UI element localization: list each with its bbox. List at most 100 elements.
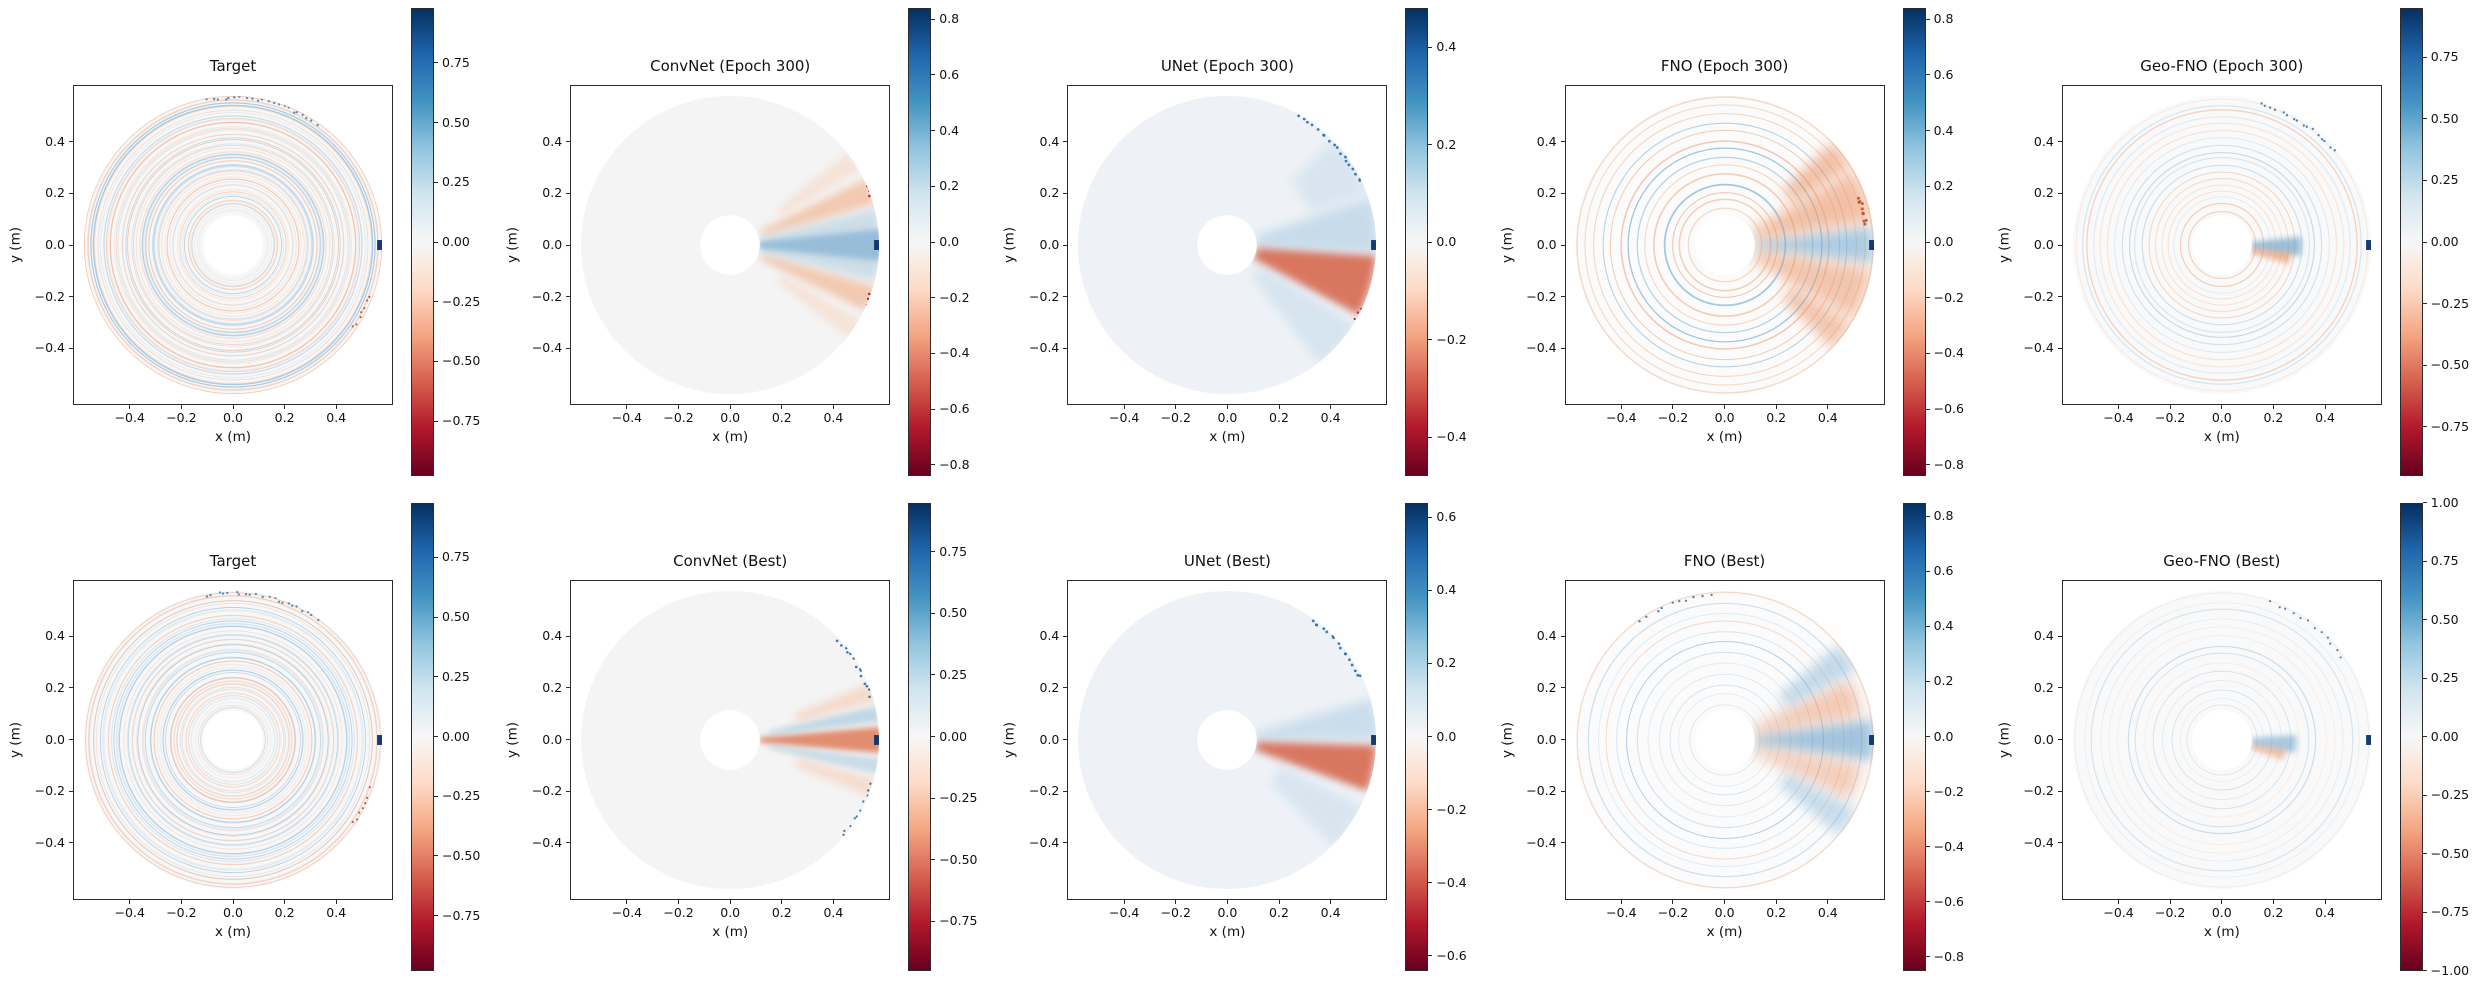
x-tick-label: −0.4 xyxy=(114,904,145,920)
colorbar-tick-label: 0.4 xyxy=(939,122,960,138)
colorbar-tick-mark xyxy=(931,352,936,354)
colorbar-tick-mark xyxy=(434,855,438,857)
colorbar-tick-label: −0.50 xyxy=(939,851,978,867)
x-tick-label: −0.4 xyxy=(2103,904,2134,920)
colorbar-tick-mark xyxy=(1925,241,1930,243)
heatmap-image xyxy=(571,86,890,404)
x-tick-label: 0.2 xyxy=(1766,410,1787,425)
x-axis-label: x (m) xyxy=(1209,429,1246,445)
colorbar-tick-mark xyxy=(931,74,936,76)
y-tick-label: 0.0 xyxy=(2033,731,2054,747)
colorbar-tick-label: 0.6 xyxy=(1933,563,1954,579)
y-tick-label: 0.0 xyxy=(542,236,563,252)
colorbar-tick-mark xyxy=(1925,625,1930,627)
x-tick-label: 0.2 xyxy=(2263,410,2284,425)
colorbar-tick-mark xyxy=(2422,911,2427,913)
x-tick-mark xyxy=(180,899,182,904)
colorbar-tick-mark xyxy=(931,551,936,553)
x-axis-label: x (m) xyxy=(1706,429,1743,445)
y-tick-label: −0.4 xyxy=(1526,834,1557,850)
colorbar-tick-label: 0.25 xyxy=(2430,669,2459,685)
colorbar-tick-mark xyxy=(2422,970,2427,971)
colorbar-tick-mark xyxy=(1428,241,1433,243)
colorbar-tick-label: 0.75 xyxy=(939,543,968,559)
y-tick-label: −0.2 xyxy=(34,782,65,798)
colorbar-tick-label: −0.25 xyxy=(939,789,978,805)
colorbar-tick-label: 0.00 xyxy=(2430,728,2459,744)
colorbar-tick-mark xyxy=(1428,589,1433,591)
colorbar-tick-mark xyxy=(2422,56,2427,58)
x-tick-mark xyxy=(1175,899,1177,904)
colorbar-tick-label: −0.6 xyxy=(1933,893,1964,909)
x-tick-mark xyxy=(2169,899,2171,904)
x-axis-label: x (m) xyxy=(1706,923,1743,940)
x-tick-label: 0.2 xyxy=(274,410,295,425)
x-tick-label: 0.2 xyxy=(1269,904,1289,920)
y-tick-mark xyxy=(69,790,73,792)
x-tick-label: −0.2 xyxy=(166,410,197,425)
x-tick-label: 0.4 xyxy=(1817,904,1838,920)
colorbar-tick-label: −0.2 xyxy=(1933,289,1964,305)
subplot-panel: Target 0.4 0.2 0.0 −0.2 −0.4 −0.4 −0.2 0.0 0.2 0.4… xyxy=(0,495,497,989)
colorbar-tick-label: 0.00 xyxy=(2430,233,2459,249)
x-tick-mark xyxy=(1226,899,1228,904)
colorbar-tick-mark xyxy=(2422,502,2427,503)
colorbar-tick-label: −0.6 xyxy=(1436,947,1467,963)
colorbar-tick-mark xyxy=(434,616,438,618)
x-tick-label: −0.2 xyxy=(2154,904,2186,920)
y-tick-label: 0.2 xyxy=(1039,185,1060,201)
colorbar-tick-label: 0.25 xyxy=(939,666,968,682)
x-tick-mark xyxy=(678,899,680,904)
colorbar xyxy=(411,502,434,971)
x-axis-label: x (m) xyxy=(1209,923,1246,940)
y-tick-mark xyxy=(69,842,73,844)
y-tick-label: −0.2 xyxy=(1526,782,1557,798)
y-tick-label: 0.2 xyxy=(1536,185,1557,201)
x-tick-mark xyxy=(781,899,783,904)
x-tick-mark xyxy=(2221,405,2223,409)
y-tick-mark xyxy=(69,141,73,143)
colorbar xyxy=(1405,8,1429,476)
x-tick-mark xyxy=(284,899,286,904)
colorbar-tick-mark xyxy=(1428,882,1433,884)
y-tick-mark xyxy=(2057,739,2062,740)
colorbar-tick-label: −0.75 xyxy=(442,412,481,428)
x-tick-mark xyxy=(1175,405,1177,409)
axes-box xyxy=(1564,85,1885,405)
colorbar-tick-mark xyxy=(1925,515,1930,517)
colorbar-tick-label: −0.2 xyxy=(939,289,970,305)
y-tick-mark xyxy=(1560,842,1565,844)
colorbar-tick-mark xyxy=(931,920,936,922)
y-tick-label: 0.2 xyxy=(45,679,65,695)
y-tick-mark xyxy=(1560,192,1565,194)
colorbar-tick-label: 0.6 xyxy=(1933,66,1954,82)
x-tick-mark xyxy=(2221,899,2223,904)
y-tick-mark xyxy=(2057,347,2062,349)
y-tick-mark xyxy=(566,842,571,844)
colorbar-tick-mark xyxy=(1925,185,1930,187)
colorbar-tick-mark xyxy=(931,736,936,737)
colorbar-tick-mark xyxy=(1428,955,1433,957)
colorbar-tick-mark xyxy=(931,130,936,132)
x-tick-label: −0.4 xyxy=(611,904,643,920)
colorbar-tick-mark xyxy=(2422,794,2427,796)
colorbar-tick-label: 1.00 xyxy=(2430,494,2459,510)
x-tick-label: −0.4 xyxy=(1606,410,1637,425)
y-axis-label: y (m) xyxy=(1498,227,1515,263)
colorbar xyxy=(1902,8,1926,476)
x-tick-mark xyxy=(335,899,337,904)
x-tick-label: −0.2 xyxy=(1160,904,1191,920)
axes-box xyxy=(1067,579,1388,900)
y-tick-mark xyxy=(1063,739,1068,740)
y-tick-label: 0.4 xyxy=(542,628,563,644)
colorbar-tick-label: 0.75 xyxy=(2430,552,2459,568)
x-tick-label: −0.2 xyxy=(166,904,197,920)
colorbar-tick-mark xyxy=(434,915,438,917)
colorbar-tick-label: −0.25 xyxy=(2430,295,2470,311)
y-tick-label: 0.4 xyxy=(45,628,65,644)
x-tick-label: 0.4 xyxy=(326,410,347,425)
y-tick-mark xyxy=(69,347,73,349)
x-tick-mark xyxy=(1724,405,1726,409)
x-tick-label: 0.4 xyxy=(823,410,844,425)
